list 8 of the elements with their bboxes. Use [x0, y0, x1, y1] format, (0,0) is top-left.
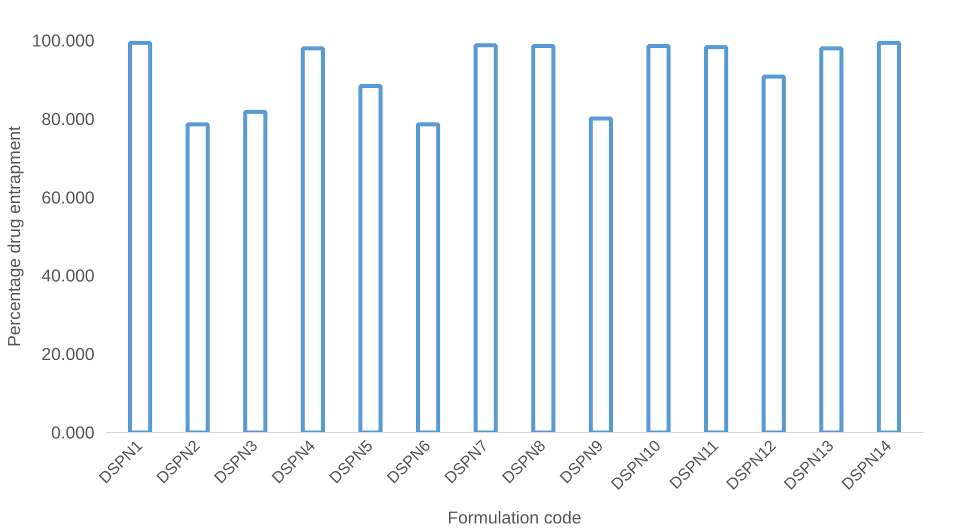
y-tick-label: 40.000	[42, 266, 94, 286]
x-axis-title: Formulation code	[448, 508, 582, 528]
y-tick-label: 20.000	[42, 344, 94, 364]
y-tick-label: 80.000	[42, 108, 94, 129]
y-axis-title: Percentage drug entrapment	[4, 126, 24, 347]
y-tick-label: 60.000	[42, 187, 94, 208]
y-tick-label: 100.000	[32, 30, 95, 50]
y-tick-label: 0.000	[51, 422, 95, 442]
